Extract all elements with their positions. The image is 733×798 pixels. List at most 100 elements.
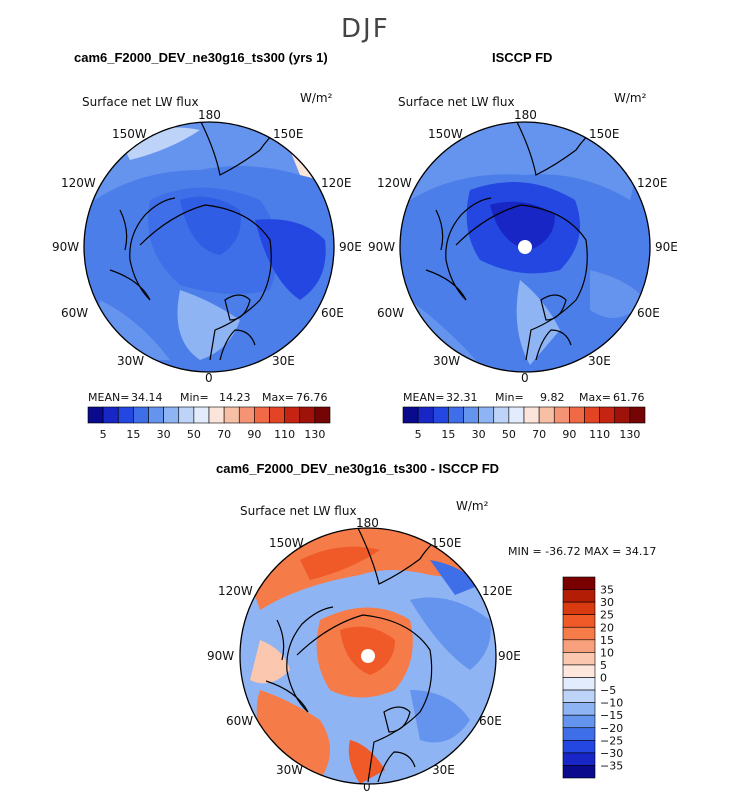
panel2-colorbar-swatch xyxy=(402,406,419,424)
panel3-colorbar-swatch xyxy=(562,626,596,641)
p1-lon-90w: 90W xyxy=(52,240,80,254)
panel3-colorbar-swatch xyxy=(562,677,596,691)
p1-lon-150w: 150W xyxy=(112,127,147,141)
panel3-colorbar-swatch xyxy=(562,727,596,741)
panel1-colorbar-swatch xyxy=(238,406,255,424)
panel3-colorbar-swatch xyxy=(562,714,596,729)
panel2-colorbar: 5 15 30 50 70 90 110 130 xyxy=(402,406,646,441)
panel2-colorbar-tick-label: 130 xyxy=(619,428,640,441)
panel3-colorbar-tick-label: 5 xyxy=(600,659,607,672)
panel1-field-siberia xyxy=(255,219,326,300)
panel2-colorbar-swatch xyxy=(432,406,449,424)
p3-lon-30w: 30W xyxy=(276,763,304,777)
panel1-colorbar-tick-label: 90 xyxy=(247,428,261,441)
panel3-field-pacific xyxy=(250,528,490,610)
panel2-map-border xyxy=(399,121,651,373)
panel2-variable: Surface net LW flux xyxy=(398,95,515,109)
p2-lon-180: 180 xyxy=(514,108,537,122)
panel1-colorbar-swatch xyxy=(284,406,301,424)
panel3-colorbar-swatch xyxy=(562,702,596,716)
panel2-colorbar-tick-label: 50 xyxy=(502,428,516,441)
panel2-colorbar-swatch xyxy=(538,406,555,424)
panel3-colorbar-tick-label: −5 xyxy=(600,684,616,697)
panel3-colorbar-swatch xyxy=(562,601,596,615)
panel2-field-pacific xyxy=(410,122,640,200)
panel1-colorbar-swatch xyxy=(254,406,270,424)
panel3-colorbar-tick-label: −20 xyxy=(600,722,623,735)
panel3-minmax: MIN = -36.72 MAX = 34.17 xyxy=(508,545,657,558)
p2-lon-60w: 60W xyxy=(377,306,405,320)
p1-lon-90e: 90E xyxy=(339,240,362,254)
panel2-coastlines xyxy=(425,122,602,361)
p3-lon-30e: 30E xyxy=(432,763,455,777)
p3-lon-0: 0 xyxy=(363,780,371,794)
p3-lon-60e: 60E xyxy=(479,714,502,728)
panel2-field-core xyxy=(490,201,555,250)
panel1-colorbar-tick-label: 15 xyxy=(126,428,140,441)
season-title: DJF xyxy=(341,14,390,44)
panel3-colorbar-swatch xyxy=(562,639,596,653)
panel1-colorbar-swatch xyxy=(299,406,316,424)
panel1-colorbar-swatch xyxy=(208,406,225,424)
panel2-pole-gap xyxy=(518,240,532,254)
panel1-colorbar-tick-label: 70 xyxy=(217,428,231,441)
panel1-min-label: Min= xyxy=(180,391,209,404)
panel1-min-value: 14.23 xyxy=(219,391,251,404)
panel2-colorbar-swatch xyxy=(417,406,434,424)
panel3-pole-gap xyxy=(361,649,375,663)
panel3-colorbar-tick-label: 20 xyxy=(600,621,614,634)
panel3-variable: Surface net LW flux xyxy=(240,504,357,518)
p2-lon-150e: 150E xyxy=(589,127,620,141)
panel1-colorbar-swatch xyxy=(87,406,104,424)
panel1-colorbar-swatch xyxy=(178,406,195,424)
p1-lon-30e: 30E xyxy=(272,354,295,368)
panel3-colorbar-swatch xyxy=(562,740,596,754)
panel1-colorbar-swatch xyxy=(102,406,119,424)
panel3-field-bering xyxy=(300,546,380,580)
p2-lon-150w: 150W xyxy=(428,127,463,141)
panel1-colorbar-swatch xyxy=(163,406,180,424)
p2-lon-30w: 30W xyxy=(433,354,461,368)
panel2-colorbar-swatch xyxy=(478,406,495,424)
panel3-title: cam6_F2000_DEV_ne30g16_ts300 - ISCCP FD xyxy=(216,461,500,476)
panel1-title: cam6_F2000_DEV_ne30g16_ts300 (yrs 1) xyxy=(74,50,328,65)
panel3-colorbar-swatch xyxy=(562,576,596,590)
p2-lon-120w: 120W xyxy=(377,176,412,190)
panel1-max-value: 76.76 xyxy=(296,391,328,404)
p1-lon-120e: 120E xyxy=(321,176,352,190)
p3-lon-90e: 90E xyxy=(498,649,521,663)
panel1-colorbar-swatch xyxy=(223,406,240,424)
panel1-colorbar-swatch xyxy=(314,406,331,424)
panel1-colorbar-tick-label: 50 xyxy=(187,428,201,441)
panel2-min-label: Min= xyxy=(495,391,524,404)
panel3-colorbar-tick-label: −35 xyxy=(600,759,623,772)
panel2-colorbar-swatch xyxy=(508,406,525,424)
panel3-colorbar-tick-label: 30 xyxy=(600,596,614,609)
panel3-colorbar-tick-label: −10 xyxy=(600,697,623,710)
panel3-colorbar-tick-label: −25 xyxy=(600,734,623,747)
panel2-field-atlantic xyxy=(516,280,560,365)
panel1-units: W/m² xyxy=(300,91,333,105)
panel2-field-siberia xyxy=(590,270,645,318)
panel2-colorbar-tick-label: 110 xyxy=(589,428,610,441)
panel2-colorbar-tick-label: 90 xyxy=(562,428,576,441)
panel2-colorbar-swatch xyxy=(463,406,479,424)
panel1-colorbar-swatch xyxy=(133,406,149,424)
p1-lon-0: 0 xyxy=(205,371,213,385)
panel2-mean-label: MEAN= xyxy=(403,391,445,404)
p2-lon-90e: 90E xyxy=(655,240,678,254)
p3-lon-150w: 150W xyxy=(269,536,304,550)
panel3-units: W/m² xyxy=(456,499,489,513)
panel2-colorbar-swatch xyxy=(614,406,631,424)
panel3-colorbar-swatch xyxy=(562,652,596,666)
panel2-max-value: 61.76 xyxy=(613,391,645,404)
panel1-colorbar-swatch xyxy=(193,406,210,424)
p3-lon-180: 180 xyxy=(356,516,379,530)
panel2-colorbar-tick-label: 15 xyxy=(441,428,455,441)
panel3-colorbar-tick-label: 15 xyxy=(600,634,614,647)
p1-lon-180: 180 xyxy=(198,108,221,122)
panel1-map xyxy=(84,122,334,372)
p3-lon-90w: 90W xyxy=(207,649,235,663)
panel1-colorbar-tick-label: 30 xyxy=(157,428,171,441)
